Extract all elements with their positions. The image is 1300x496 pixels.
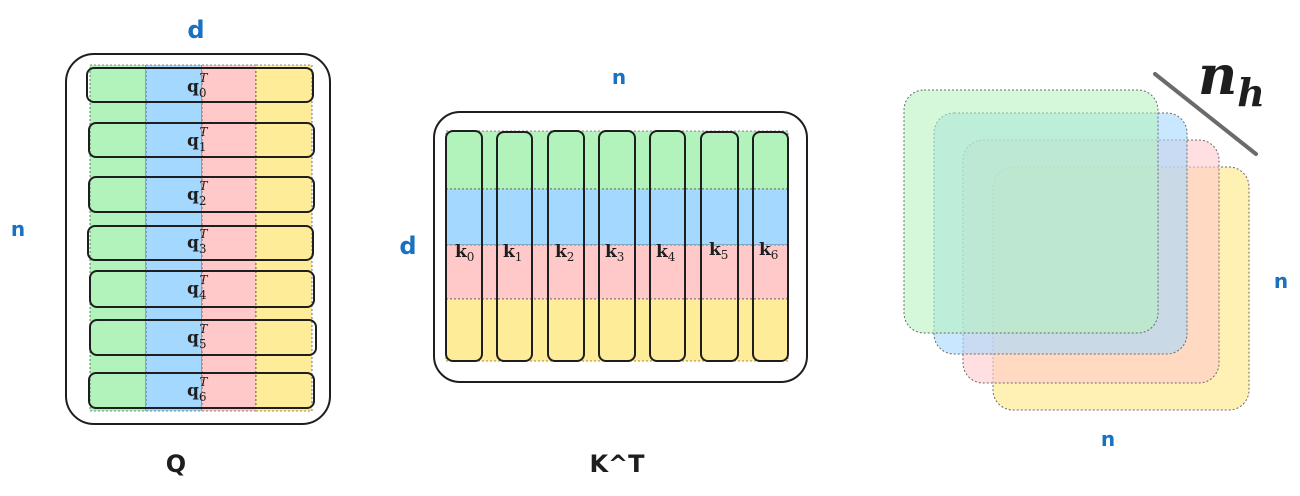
k-col-label: k5	[709, 240, 728, 262]
q-top-dim-label: d	[187, 16, 204, 44]
k-side-dim-label: d	[399, 232, 416, 260]
k-col-label: k4	[656, 242, 676, 264]
k-col-label: k1	[503, 242, 522, 264]
k-stripe-green	[445, 130, 789, 190]
q-stripe-green	[89, 64, 147, 412]
q-row-label: q4T	[187, 273, 209, 302]
q-row-0	[86, 67, 314, 103]
q-row-2	[88, 176, 315, 213]
k-col-3	[598, 130, 636, 362]
q-row-label: q3T	[187, 227, 209, 256]
k-col-5	[700, 131, 739, 362]
q-row-6	[88, 372, 315, 409]
k-col-4	[649, 130, 686, 362]
q-side-dim-label: n	[11, 217, 25, 241]
k-col-2	[547, 130, 585, 362]
heads-bottom-dim-label: n	[1101, 427, 1115, 451]
q-row-4	[89, 270, 315, 308]
k-matrix-name: K^T	[589, 450, 645, 478]
k-col-0	[445, 130, 483, 362]
q-row-label: q0T	[187, 71, 209, 100]
k-col-label: k2	[555, 242, 574, 264]
q-matrix: q0T q1T q2T q3T q4T q5T q6T d n Q	[11, 16, 331, 478]
heads-right-dim-label: n	[1274, 269, 1288, 293]
q-row-label: q5T	[187, 322, 209, 351]
k-stripe-red	[445, 244, 789, 300]
heads-count-label: nh	[1198, 43, 1265, 115]
q-outer-frame	[65, 53, 331, 425]
q-row-label: q1T	[187, 125, 209, 154]
k-col-label: k0	[455, 242, 474, 264]
q-matrix-name: Q	[166, 450, 186, 478]
k-col-6	[752, 131, 789, 362]
q-row-label: q6T	[187, 375, 209, 404]
k-col-1	[496, 131, 533, 362]
head-layer-green	[903, 89, 1159, 334]
k-outer-frame	[433, 111, 808, 383]
attention-heads-stack: nh n n	[903, 43, 1288, 451]
k-top-dim-label: n	[612, 65, 626, 89]
q-stripe-yellow	[255, 64, 313, 412]
q-row-label: q2T	[187, 179, 209, 208]
k-col-label: k6	[759, 240, 778, 262]
q-row-5	[89, 319, 317, 356]
q-row-1	[88, 122, 315, 158]
q-row-3	[87, 225, 314, 261]
k-col-label: k3	[605, 242, 624, 264]
k-matrix: k0 k1 k2 k3 k4 k5 k6 n d K^T	[399, 65, 808, 478]
heads-depth-line	[1153, 72, 1258, 156]
q-stripe-red	[201, 64, 257, 412]
